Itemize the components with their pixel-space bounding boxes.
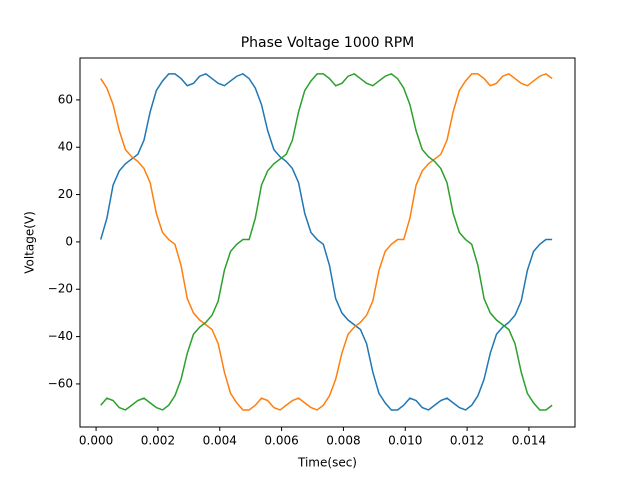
x-tick-label: 0.010 <box>388 434 422 448</box>
y-tick-label: −20 <box>48 282 73 296</box>
x-tick-label: 0.006 <box>264 434 298 448</box>
x-tick-label: 0.012 <box>450 434 484 448</box>
x-tick-label: 0.014 <box>512 434 546 448</box>
y-tick-label: 20 <box>58 187 73 201</box>
y-tick-label: 40 <box>58 140 73 154</box>
x-tick-label: 0.000 <box>79 434 113 448</box>
y-tick-label: −60 <box>48 376 73 390</box>
data-line <box>100 73 553 411</box>
data-line <box>100 73 553 411</box>
y-tick-label: 0 <box>65 234 73 248</box>
chart-title: Phase Voltage 1000 RPM <box>241 35 415 51</box>
y-tick-label: 60 <box>58 92 73 106</box>
y-axis-label: Voltage(V) <box>23 211 37 274</box>
x-tick-label: 0.008 <box>326 434 360 448</box>
axes-frame <box>79 57 576 428</box>
y-tick-label: −40 <box>48 329 73 343</box>
x-tick-label: 0.004 <box>203 434 237 448</box>
x-tick-label: 0.002 <box>141 434 175 448</box>
x-axis-label: Time(sec) <box>297 456 357 470</box>
plot-area <box>99 73 553 411</box>
data-line <box>99 73 553 411</box>
